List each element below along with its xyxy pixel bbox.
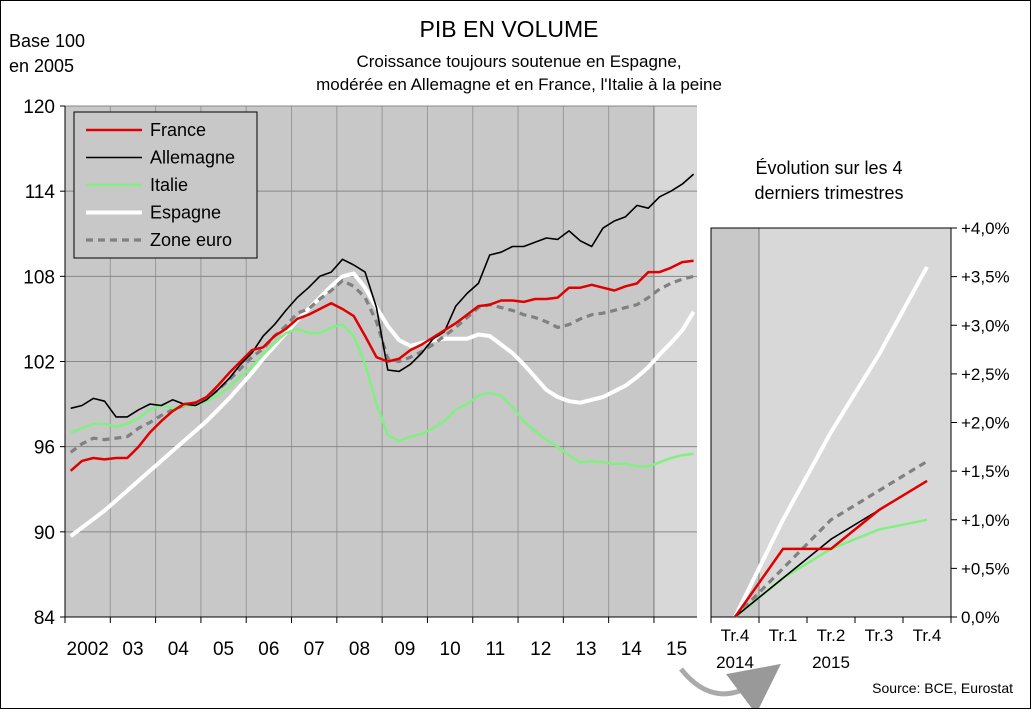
base-label-line2: en 2005 [9,56,74,76]
inset-x-tick-label: Tr.3 [865,626,894,645]
x-tick-label: 05 [213,639,234,660]
legend-label-allemagne: Allemagne [150,148,235,168]
inset-y-tick-label: 0,0% [961,608,1000,627]
chart-subtitle-line2: modérée en Allemagne et en France, l'Ita… [316,75,722,94]
x-tick-label: 13 [575,639,596,660]
main-chart: 84 90 96 102 108 114 120 2002 03 04 05 06 07 08 09 10 11… [23,97,697,660]
inset-x-tick-label: Tr.4 [913,626,942,645]
y-tick-label: 108 [23,267,55,288]
base-label-line1: Base 100 [9,31,85,51]
inset-y-tick-label: +3,5% [961,268,1010,287]
legend-label-espagne: Espagne [150,203,221,223]
inset-y-tick-label: +2,5% [961,365,1010,384]
chart-title: PIB EN VOLUME [420,16,599,42]
x-tick-label: 14 [621,639,643,660]
inset-x-tick-label: Tr.2 [817,626,846,645]
inset-y-tick-label: +0,5% [961,559,1010,578]
transition-arrow [679,663,781,713]
inset-y-tick-label: +1,5% [961,462,1010,481]
inset-y-tick-label: +3,0% [961,316,1010,335]
x-tick-label: 15 [666,639,687,660]
series-line-italie [70,323,694,468]
inset-series-line-espagne [733,265,929,618]
series-line-zone-euro [69,274,694,454]
inset-series-line-zone-euro [733,460,928,619]
inset-y-tick-label: +1,0% [961,511,1010,530]
x-tick-label: 06 [258,639,279,660]
y-tick-label: 90 [34,523,55,544]
inset-x-tick-label: Tr.4 [721,626,750,645]
series-line-espagne [69,271,696,538]
inset-year-label: 2015 [812,653,850,672]
inset-title-line1: Évolution sur les 4 [755,158,902,178]
inset-title-line2: derniers trimestres [754,183,903,203]
chart-subtitle-line1: Croissance toujours soutenue en Espagne, [356,52,681,71]
y-tick-label: 114 [25,182,56,203]
inset-y-tick-label: +2,0% [961,414,1010,433]
x-tick-label: 04 [168,639,190,660]
x-tick-label: 07 [304,639,325,660]
inset-chart: 0,0% +0,5% +1,0% +1,5% +2,0% +2,5% +3,0% +3,5% +… [710,219,1010,672]
legend-label-france: France [150,120,206,140]
source-note: Source: BCE, Eurostat [872,680,1013,696]
series-line-france [69,259,694,472]
x-tick-label: 08 [349,639,370,660]
y-tick-label: 84 [34,608,56,629]
x-tick-label: 10 [440,639,461,660]
x-tick-label: 03 [122,639,143,660]
series-line-allemagne [70,173,695,418]
x-tick-label: 11 [486,639,506,660]
inset-year-label: 2014 [716,653,754,672]
x-tick-label: 12 [530,639,551,660]
y-tick-label: 120 [23,97,55,118]
legend-label-zone-euro: Zone euro [150,230,232,250]
inset-x-tick-label: Tr.1 [769,626,798,645]
inset-series-line-france [733,479,928,618]
inset-y-tick-label: +4,0% [961,219,1010,238]
x-tick-label: 09 [394,639,415,660]
x-tick-label: 2002 [67,639,109,660]
y-tick-label: 102 [23,353,55,374]
inset-shaded-region [711,228,759,617]
legend-label-italie: Italie [150,175,188,195]
y-tick-label: 96 [34,438,55,459]
